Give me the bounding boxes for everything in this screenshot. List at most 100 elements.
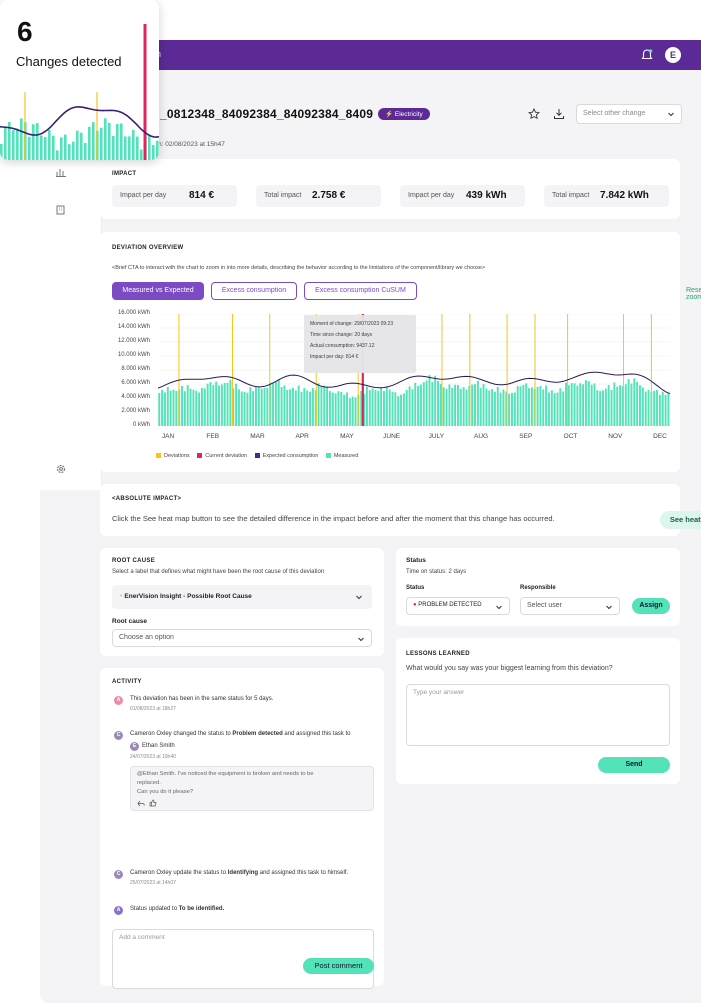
measured-bar [462, 387, 465, 426]
reset-zoom-link[interactable]: Reset zoom [686, 287, 701, 301]
impact-per-day-kwh: Impact per day 439 kWh [400, 185, 525, 207]
chevron-down-icon [668, 112, 674, 117]
consumption-chart[interactable] [158, 314, 670, 426]
measured-bar [331, 392, 334, 426]
measured-bar [567, 385, 570, 426]
measured-bar [656, 390, 659, 426]
star-icon[interactable] [528, 108, 540, 120]
absolute-impact-card: <ABSOLUTE IMPACT> Click the See heat map… [100, 484, 701, 536]
measured-bar [627, 378, 630, 426]
chart-tooltip: Moment of change: 29/07/2023 09:23 Time … [304, 315, 416, 373]
legend-expected: Expected consumption [254, 453, 318, 459]
measured-bar [337, 391, 340, 426]
measured-bar [311, 388, 314, 426]
mini-measured-bar [100, 127, 103, 160]
tab-excess-consumption[interactable]: Excess consumption [211, 282, 297, 300]
mini-measured-bar [64, 134, 67, 160]
measured-bar [175, 390, 178, 426]
page-title: _0812348_84092384_84092384_8409 [160, 107, 374, 121]
user-avatar[interactable]: E [665, 47, 681, 63]
measured-bar [158, 392, 161, 426]
measured-bar [610, 389, 613, 426]
enervision-insight-dropdown[interactable]: • EnerVision Insight - Possible Root Cau… [112, 585, 372, 609]
activity-avatar: A [114, 906, 123, 915]
mini-measured-bar [88, 126, 91, 160]
measured-bar [303, 387, 306, 426]
measured-bar [493, 391, 496, 426]
x-tick-label: JUNE [383, 433, 401, 440]
select-other-change[interactable]: Select other change [576, 104, 682, 124]
measured-bar [442, 387, 445, 426]
status-field-label: Status [406, 585, 425, 591]
impact-label: Total impact [264, 192, 302, 199]
bar-chart-icon[interactable] [55, 166, 67, 178]
comment-line: replaced. [137, 780, 161, 786]
measured-bar [502, 389, 505, 426]
app-window: h E _0812348_84092384_84092384_8409 ⚡ El… [40, 40, 701, 1003]
mini-measured-bar [52, 135, 55, 160]
deviation-overview-card: DEVIATION OVERVIEW <Brief CTA to interac… [100, 232, 701, 472]
measured-bar [346, 392, 348, 426]
measured-bar [309, 391, 311, 426]
root-cause-select[interactable]: Choose an option [112, 629, 372, 647]
lessons-answer-textarea[interactable]: Type your answer [406, 684, 670, 746]
gear-icon[interactable] [55, 463, 67, 475]
activity-avatar: C [114, 870, 123, 879]
reply-icon[interactable] [137, 800, 145, 807]
building-icon[interactable] [55, 203, 67, 215]
impact-value: 2.758 € [312, 190, 346, 201]
measured-bar [260, 388, 263, 426]
changes-detected-card[interactable]: 6 Changes detected [0, 0, 159, 160]
measured-bar [576, 385, 579, 426]
measured-bar [641, 387, 644, 426]
root-cause-label: Root cause [112, 618, 148, 625]
root-cause-text: Select a label that defines what might h… [112, 569, 325, 575]
measured-bar [192, 389, 195, 426]
assigned-user: Ethan Smith [142, 743, 175, 749]
measured-bar [536, 386, 539, 426]
measured-bar [300, 391, 303, 426]
x-tick-label: JAN [161, 433, 175, 440]
activity-item-2: Cameron Oxley changed the status to Prob… [130, 731, 351, 737]
status-select[interactable]: ● PROBLEM DETECTED [406, 597, 510, 615]
post-comment-button[interactable]: Post comment [303, 958, 374, 974]
measured-bar [658, 394, 661, 426]
assign-button[interactable]: Assign [632, 598, 670, 614]
measured-bar [505, 391, 508, 426]
measured-bar [348, 398, 351, 426]
measured-bar [471, 384, 474, 426]
activity-card: ACTIVITY A This deviation has been in th… [100, 668, 384, 989]
tab-measured-vs-expected[interactable]: Measured vs Expected [112, 282, 204, 300]
bell-icon[interactable] [640, 48, 654, 62]
measured-bar [340, 391, 343, 426]
chart-legend: Deviations Current deviation Expected co… [156, 453, 364, 459]
changes-count: 6 [17, 16, 33, 47]
status-title: Status [406, 557, 426, 564]
mini-measured-bar [48, 129, 51, 160]
thumbs-up-icon[interactable] [149, 799, 157, 807]
measured-bar [465, 389, 468, 426]
deviation-cta: <Brief CTA to interact with the chart to… [112, 265, 486, 271]
mini-measured-bar [136, 136, 139, 160]
responsible-select[interactable]: Select user [520, 597, 620, 615]
lessons-placeholder: Type your answer [413, 689, 465, 696]
measured-bar [516, 386, 519, 426]
lessons-question: What would you say was your biggest lear… [406, 665, 613, 672]
see-heat-map-button[interactable]: See heat map [660, 511, 701, 529]
download-icon[interactable] [553, 108, 565, 120]
measured-bar [579, 383, 582, 426]
measured-bar [633, 378, 636, 426]
tooltip-moment: Moment of change: 29/07/2023 09:23 [310, 321, 394, 327]
responsible-placeholder: Select user [527, 602, 563, 609]
send-button[interactable]: Send [598, 757, 670, 773]
tooltip-since: Time since change: 20 days [310, 332, 373, 338]
measured-bar [317, 383, 320, 426]
measured-bar [306, 390, 309, 426]
tab-excess-cusum[interactable]: Excess consumption CuSUM [304, 282, 417, 300]
measured-bar [218, 385, 220, 426]
measured-bar [431, 382, 434, 426]
measured-bar [445, 388, 448, 426]
mini-measured-bar [108, 122, 111, 160]
measured-bar [434, 375, 437, 426]
measured-bar [419, 384, 422, 426]
